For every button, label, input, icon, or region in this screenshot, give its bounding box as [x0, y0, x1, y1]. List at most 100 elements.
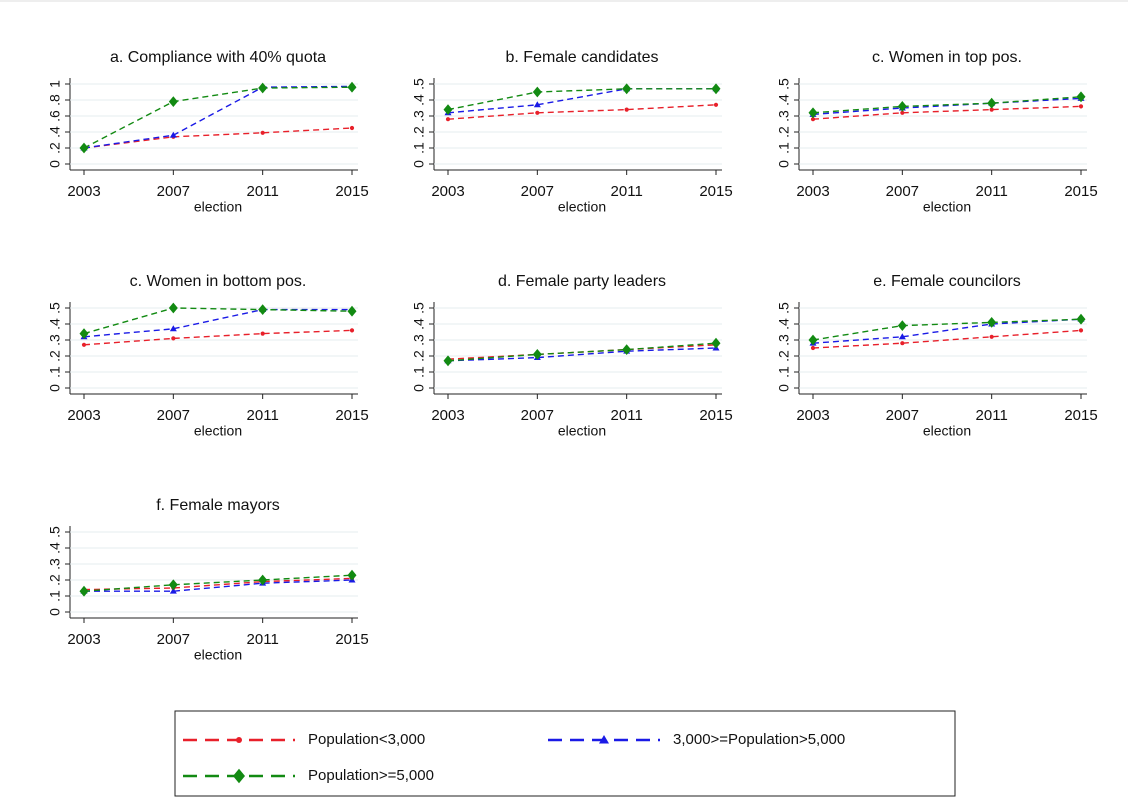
y-tick-label: .1 — [411, 142, 427, 154]
series-line — [83, 329, 353, 346]
x-tick-label: 2015 — [1064, 183, 1097, 200]
point — [169, 131, 177, 138]
x-tick-label: 2011 — [611, 183, 643, 200]
x-tick-label: 2003 — [67, 407, 100, 424]
x-tick-label: 2007 — [521, 183, 554, 200]
point — [624, 107, 629, 112]
point — [349, 125, 355, 131]
point — [258, 304, 268, 315]
x-tick-label: 2011 — [247, 183, 279, 200]
legend-label: 3,000>=Population>5,000 — [673, 731, 845, 748]
point — [808, 334, 818, 346]
y-tick-label: 0 — [776, 384, 792, 392]
y-tick-label: .8 — [47, 94, 63, 106]
point — [443, 104, 453, 115]
point — [810, 117, 816, 122]
point — [347, 305, 357, 317]
y-tick-label: .4 — [47, 542, 63, 554]
y-tick-label: 0 — [47, 384, 63, 392]
y-tick-label: .3 — [411, 334, 427, 346]
y-tick-label: 0 — [411, 384, 427, 392]
series-line — [447, 347, 717, 362]
point — [987, 97, 997, 109]
y-tick-label: .6 — [47, 110, 63, 122]
point — [810, 345, 816, 351]
legend-marker — [599, 735, 609, 744]
x-tick-label: 2011 — [976, 407, 1008, 424]
y-tick-label: .1 — [47, 590, 63, 602]
point — [989, 107, 994, 112]
legend-marker — [233, 768, 245, 784]
x-tick-label: 2003 — [796, 407, 829, 424]
x-tick-label: 2015 — [335, 407, 368, 424]
y-tick-label: .1 — [411, 366, 427, 378]
point — [897, 101, 907, 112]
series-line — [812, 318, 1082, 341]
y-tick-label: .4 — [47, 126, 63, 138]
point — [711, 83, 721, 95]
point — [1078, 104, 1084, 109]
y-tick-label: 0 — [47, 160, 63, 168]
point — [900, 341, 905, 346]
y-tick-label: .5 — [47, 302, 63, 314]
x-tick-label: 2007 — [521, 407, 554, 424]
x-axis-label: election — [558, 423, 606, 439]
point — [260, 130, 265, 135]
series-line — [447, 342, 717, 362]
point — [258, 574, 268, 586]
y-tick-label: .2 — [776, 350, 792, 362]
point — [1076, 313, 1086, 325]
point — [168, 302, 178, 314]
x-tick-label: 2015 — [1064, 407, 1097, 424]
legend-marker — [236, 737, 242, 743]
series-line — [812, 329, 1082, 349]
y-tick-label: .2 — [47, 574, 63, 586]
x-tick-label: 2003 — [67, 631, 100, 648]
x-tick-label: 2011 — [247, 631, 279, 648]
y-tick-label: .4 — [776, 94, 792, 106]
x-tick-label: 2015 — [699, 183, 732, 200]
y-tick-label: .3 — [776, 334, 792, 346]
y-tick-label: .2 — [47, 142, 63, 154]
point — [900, 110, 905, 115]
x-tick-label: 2007 — [157, 407, 190, 424]
point — [79, 585, 89, 597]
y-tick-label: .4 — [47, 318, 63, 330]
point — [987, 317, 997, 328]
y-tick-label: .4 — [411, 318, 427, 330]
y-tick-label: .5 — [776, 302, 792, 314]
y-tick-label: .2 — [776, 126, 792, 138]
x-axis-label: election — [194, 199, 242, 215]
x-axis-label: election — [194, 423, 242, 439]
point — [532, 86, 542, 98]
x-tick-label: 2011 — [976, 183, 1008, 200]
point — [622, 83, 632, 95]
point — [532, 349, 542, 360]
point — [989, 334, 994, 339]
point — [81, 342, 87, 347]
point — [168, 579, 178, 591]
panel-title: c. Women in top pos. — [872, 49, 1022, 66]
point — [168, 96, 178, 107]
x-tick-label: 2007 — [157, 183, 190, 200]
panel-title: a. Compliance with 40% quota — [110, 49, 326, 66]
y-tick-label: .5 — [411, 78, 427, 90]
x-tick-label: 2011 — [247, 407, 279, 424]
series-line — [83, 86, 353, 149]
x-axis-label: election — [923, 199, 971, 215]
series-line — [83, 577, 353, 591]
point — [349, 328, 355, 333]
y-tick-label: .1 — [776, 142, 792, 154]
series-line — [83, 308, 352, 338]
x-tick-label: 2003 — [796, 183, 829, 200]
x-axis-label: election — [558, 199, 606, 215]
y-tick-label: .1 — [47, 366, 63, 378]
panel-title: d. Female party leaders — [498, 273, 666, 290]
point — [711, 337, 721, 349]
series-line — [447, 104, 717, 120]
panel-title: c. Women in bottom pos. — [130, 273, 307, 290]
y-tick-label: .2 — [411, 350, 427, 362]
series-line — [812, 318, 1082, 344]
